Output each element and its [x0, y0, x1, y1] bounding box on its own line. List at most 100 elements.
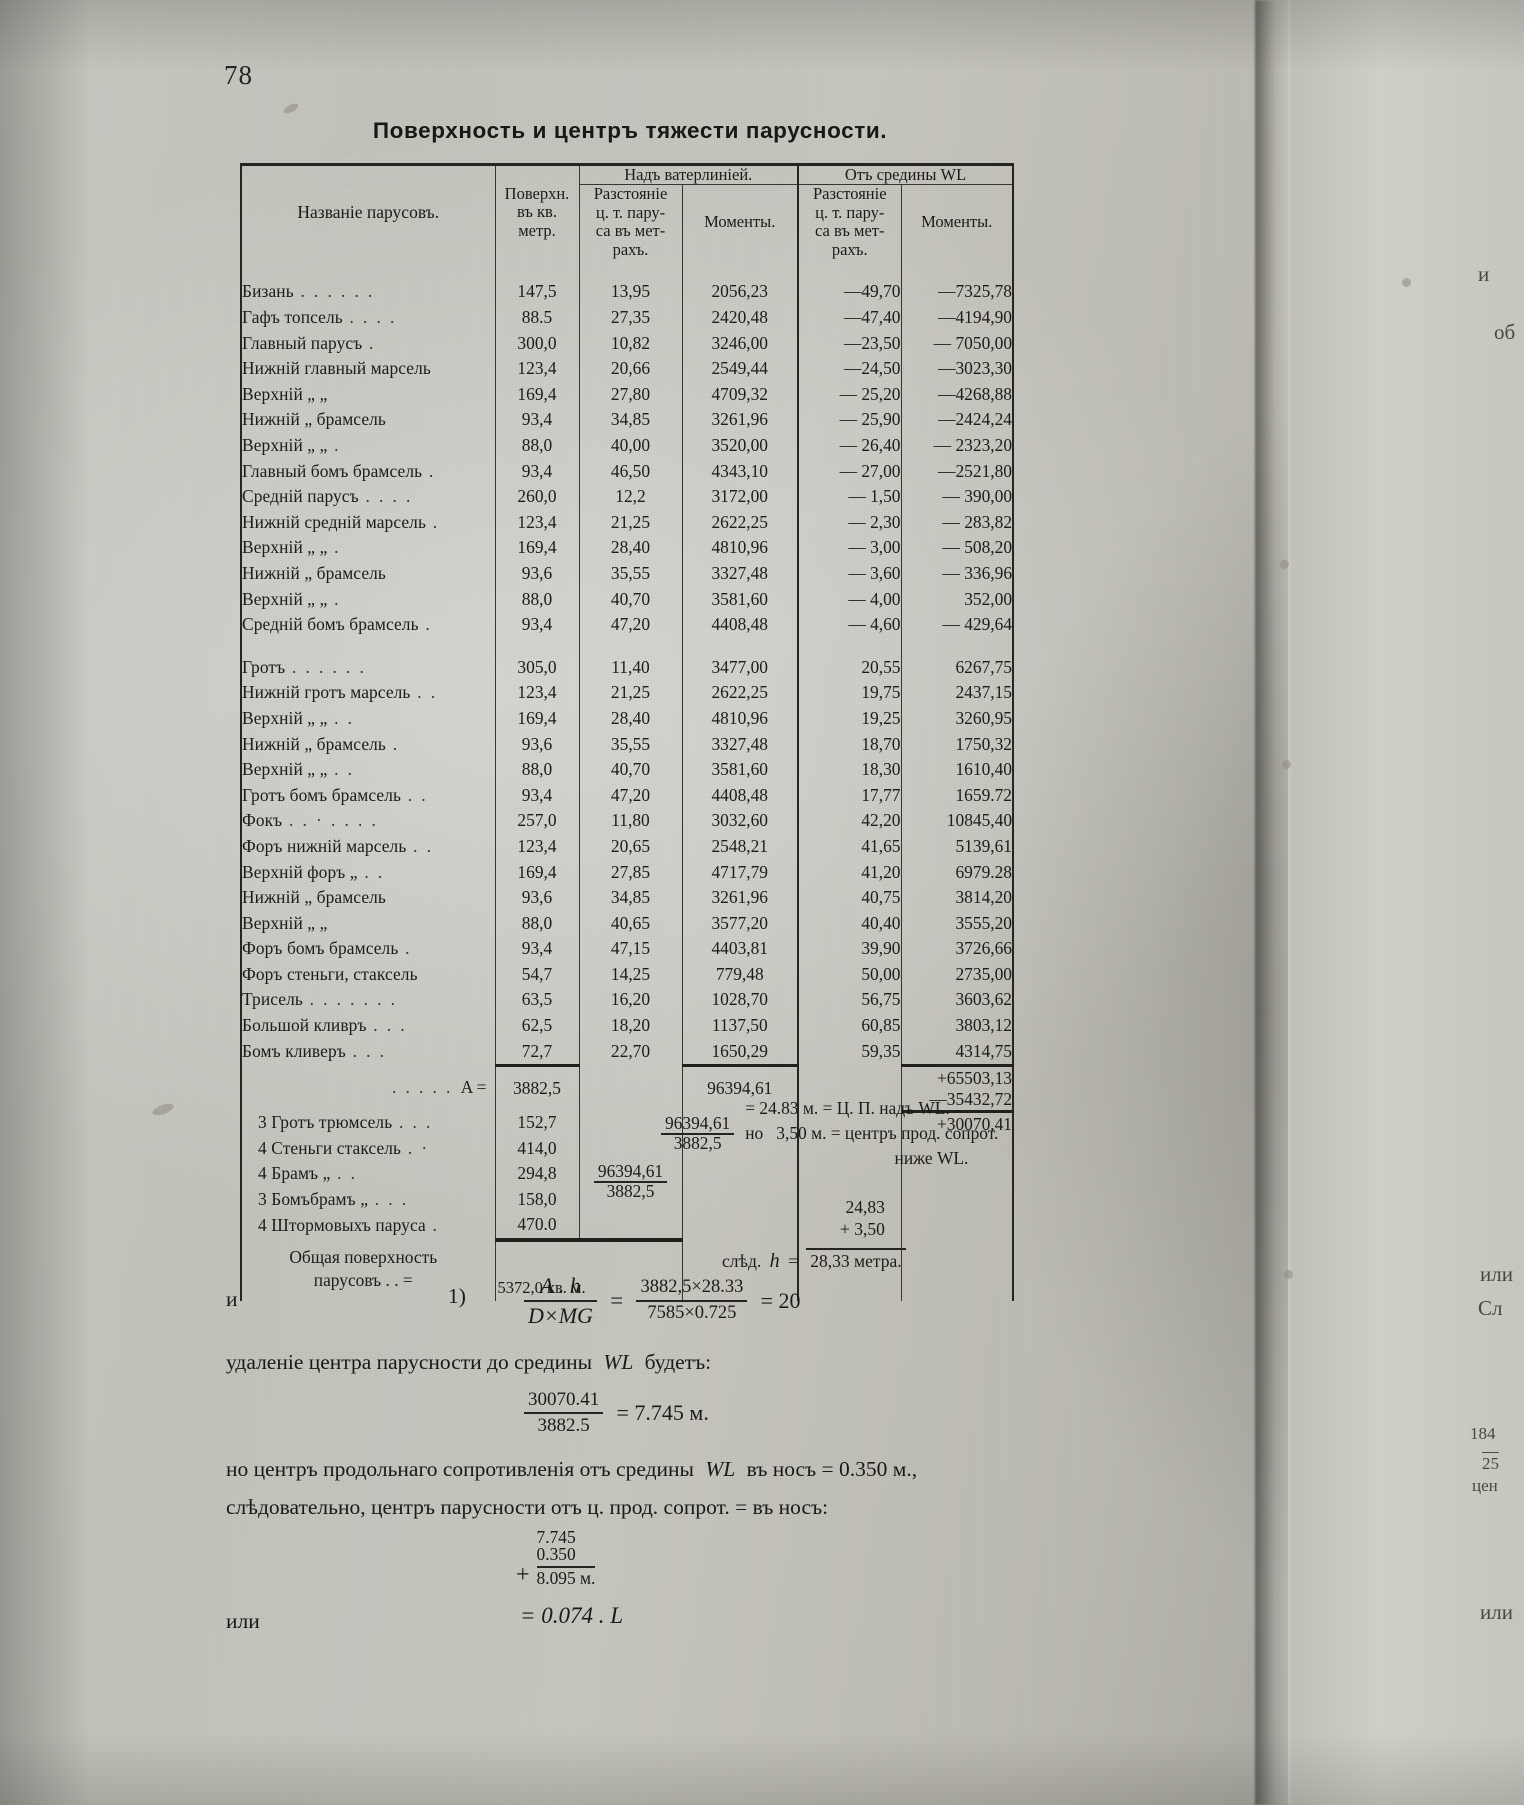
- sail-name: Нижній гротъ марсель: [242, 682, 411, 703]
- sail-name: Форъ стеньги, стаксель: [242, 963, 418, 984]
- p2-b: въ носъ = 0.350 м.,: [746, 1457, 918, 1481]
- side-frac-den: 3882,5: [593, 1180, 668, 1200]
- distance-from-mid: 19,25: [798, 705, 902, 732]
- distance-from-mid: 41,20: [798, 859, 902, 885]
- sail-name: Средній бомъ брамсель: [242, 614, 419, 635]
- distance-from-mid: 56,75: [798, 987, 902, 1013]
- clr-post: = центръ прод. сопрот.: [830, 1123, 999, 1144]
- table-row: Главный бомъ брамсель . 93,4 46,50 4343,10—…: [240, 458, 1015, 485]
- sail-area: 123,4: [495, 509, 580, 536]
- extra-name: Штормовыхъ паруса: [271, 1215, 426, 1236]
- sail-area-table-wrapper: Названіе парусовъ. Поверхн. въ кв. метр.…: [240, 163, 1015, 1301]
- sail-name: Большой кливръ: [242, 1015, 367, 1036]
- extra-sail-row: 3 Бомъбрамъ „ . . . 158,0: [240, 1186, 1013, 1213]
- distance-above-wl: 35,55: [579, 560, 683, 587]
- bleed-text-7: цен: [1472, 1476, 1498, 1495]
- total-area: 3882,5: [495, 1064, 580, 1110]
- moment-above-wl: 3032,60: [682, 808, 799, 834]
- moment-above-wl: 3477,00: [682, 654, 799, 681]
- h-add-2: + 3,50: [840, 1219, 885, 1240]
- table-row: Трисель . . . . . . . 63,5 16,20 1028,70 56,…: [240, 987, 1015, 1013]
- sail-area: 93,6: [495, 885, 580, 911]
- sail-name-cell: Верхній „ „ .: [240, 535, 496, 561]
- distance-above-wl: 27,80: [579, 381, 683, 408]
- moment-above-wl: 4343,10: [682, 458, 799, 485]
- table-row: Верхній „ „ . 88,0 40,70 3581,60— 4,00 352,0…: [240, 586, 1015, 613]
- leader-dots: . . .: [368, 1188, 409, 1209]
- extras-dist1-empty: [579, 1109, 683, 1136]
- sail-name: Главный парусъ: [242, 332, 363, 353]
- sail-name: Гафъ топсель: [242, 307, 343, 328]
- book-gutter-shadow: [1255, 0, 1291, 1805]
- moment-from-mid: 2735,00: [901, 961, 1015, 988]
- table-row: Нижній гротъ марсель . . 123,4 21,25 2622,2…: [240, 680, 1015, 706]
- sail-name-cell: Нижній средній марсель .: [240, 509, 496, 536]
- h-sum-result: 28,33 метра.: [806, 1248, 906, 1272]
- net-moment-cell: +30070,41: [901, 1109, 1015, 1240]
- total-a-label: A =: [460, 1077, 487, 1098]
- distance-above-wl: 35,55: [579, 731, 683, 758]
- table-row: Главный парусъ . 300,0 10,82 3246,00 —23,50—…: [240, 330, 1015, 357]
- table-row: Нижній „ брамсель 93,6 35,55 3327,48— 3,60…: [240, 560, 1015, 587]
- leader-dots: . .: [401, 784, 429, 805]
- distance-above-wl: 10,82: [579, 330, 683, 357]
- distance-above-wl: 20,65: [579, 833, 683, 860]
- sail-name-cell: Большой кливръ . . .: [240, 1012, 496, 1039]
- hd1-l4: рахъ.: [612, 239, 649, 259]
- distance-from-mid: 50,00: [798, 961, 902, 988]
- bleed-text-3: или: [1480, 1262, 1513, 1286]
- side-fraction-cell: 96394,61 3882,5: [579, 1161, 683, 1240]
- p1-a: удаленіе центра парусности до средины: [226, 1350, 593, 1374]
- sail-name-cell: Фокъ . . · . . . .: [240, 808, 496, 834]
- table-row: Нижній „ брамсель 93,6 34,85 3261,96 40,75 3…: [240, 885, 1015, 911]
- total-moment-above-wl: 96394,61: [682, 1064, 799, 1110]
- leader-dots: .: [327, 588, 341, 609]
- sail-name: Нижній „ брамсель: [242, 562, 386, 583]
- moment-from-mid: — 2323,20: [901, 432, 1015, 459]
- sail-name-cell: Трисель . . . . . . .: [240, 987, 496, 1013]
- table-row: Форъ бомъ брамсель . 93,4 47,15 4403,81 39,9…: [240, 936, 1015, 962]
- moment-from-mid: — 7050,00: [901, 330, 1015, 357]
- moment-above-wl: 3261,96: [682, 885, 799, 911]
- moment-from-mid: — 390,00: [901, 484, 1015, 510]
- table-row: Гротъ . . . . . . 305,0 11,40 3477,00 20,55 6…: [240, 654, 1015, 681]
- p1-b: будетъ:: [644, 1350, 712, 1374]
- moment-above-wl: 3581,60: [682, 586, 799, 613]
- total-moment-from-mid: +65503,13 —35432,72: [901, 1064, 1015, 1110]
- sail-area: 169,4: [495, 705, 580, 732]
- leader-dots: . .: [410, 682, 438, 703]
- distance-above-wl: 27,85: [579, 859, 683, 885]
- distance-above-wl: 46,50: [579, 458, 683, 485]
- sail-name: Форъ бомъ брамсель: [242, 938, 399, 959]
- scan-speck: [1282, 760, 1291, 769]
- distance-above-wl: 28,40: [579, 535, 683, 561]
- moment-positive-total: +65503,13: [936, 1068, 1013, 1089]
- moment-above-wl: 2548,21: [682, 833, 799, 860]
- extra-area: 152,7: [495, 1109, 580, 1136]
- extras-dist1-empty: [579, 1135, 683, 1162]
- leader-dots: . . .: [392, 1112, 433, 1132]
- ratio-denominator: 3882,5: [661, 1132, 735, 1152]
- addition-block: + 7.745 0.350 8.095 м.: [515, 1528, 596, 1588]
- h-add-1: 24,83: [845, 1197, 885, 1217]
- moment-from-mid: — 336,96: [901, 560, 1015, 587]
- distance-above-wl: 20,66: [579, 356, 683, 382]
- table-row: Нижній „ брамсель 93,4 34,85 3261,96— 25,9…: [240, 407, 1015, 433]
- formula-2: 30070.41 3882.5 = 7.745 м.: [524, 1388, 709, 1439]
- sail-area-table: Названіе парусовъ. Поверхн. въ кв. метр.…: [240, 163, 1015, 1301]
- distance-from-mid: 18,30: [798, 757, 902, 783]
- sail-name-cell: Форъ стеньги, стаксель: [240, 961, 496, 988]
- f1-result: = 20: [760, 1288, 801, 1314]
- extra-area: 158,0: [495, 1186, 580, 1213]
- moment-from-mid: — 283,82: [901, 509, 1015, 536]
- page-title: Поверхность и центръ тяжести парусности.: [372, 118, 888, 143]
- hd2-l3: са въ мет-: [815, 221, 885, 241]
- leader-dots: . . .: [345, 1041, 387, 1062]
- cp-above-wl-line: = 24.83 м. = Ц. П. надъ WL.: [745, 1098, 950, 1118]
- moment-above-wl: 3172,00: [682, 484, 799, 510]
- sail-name: Верхній „ „: [242, 912, 328, 933]
- distance-from-mid: 19,75: [798, 680, 902, 706]
- table-row: Верхній „ „ 88,0 40,65 3577,20 40,40 3555,20: [240, 910, 1015, 937]
- sail-name-cell: Нижній „ брамсель .: [240, 731, 496, 758]
- sail-name: Нижній „ брамсель: [242, 733, 386, 754]
